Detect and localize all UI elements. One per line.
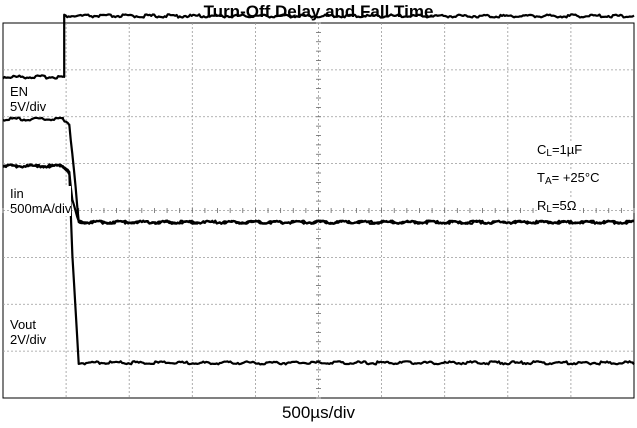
channel-name-en: EN [10, 84, 29, 99]
channel-scale-iin: 500mA/div [10, 201, 72, 216]
trace-vout [2, 163, 635, 366]
channel-scale-en: 5V/div [10, 99, 47, 114]
traces [2, 13, 635, 366]
channel-label-vout: Vout 2V/div [10, 317, 47, 347]
trace-iin [2, 116, 635, 225]
channel-label-en: EN 5V/div [10, 84, 47, 114]
condition-cl: CL=1µF [537, 142, 583, 161]
channel-label-iin: Iin 500mA/div [10, 186, 72, 216]
channel-name-vout: Vout [10, 317, 37, 332]
trace-iin-2 [2, 163, 634, 225]
grid [2, 22, 635, 399]
condition-rl: RL=5Ω [537, 198, 577, 217]
trace-en [2, 13, 635, 80]
channel-name-iin: Iin [10, 186, 24, 201]
x-axis-label: 500µs/div [281, 403, 356, 422]
channel-scale-vout: 2V/div [10, 332, 47, 347]
condition-ta: TA= +25°C [537, 170, 600, 189]
